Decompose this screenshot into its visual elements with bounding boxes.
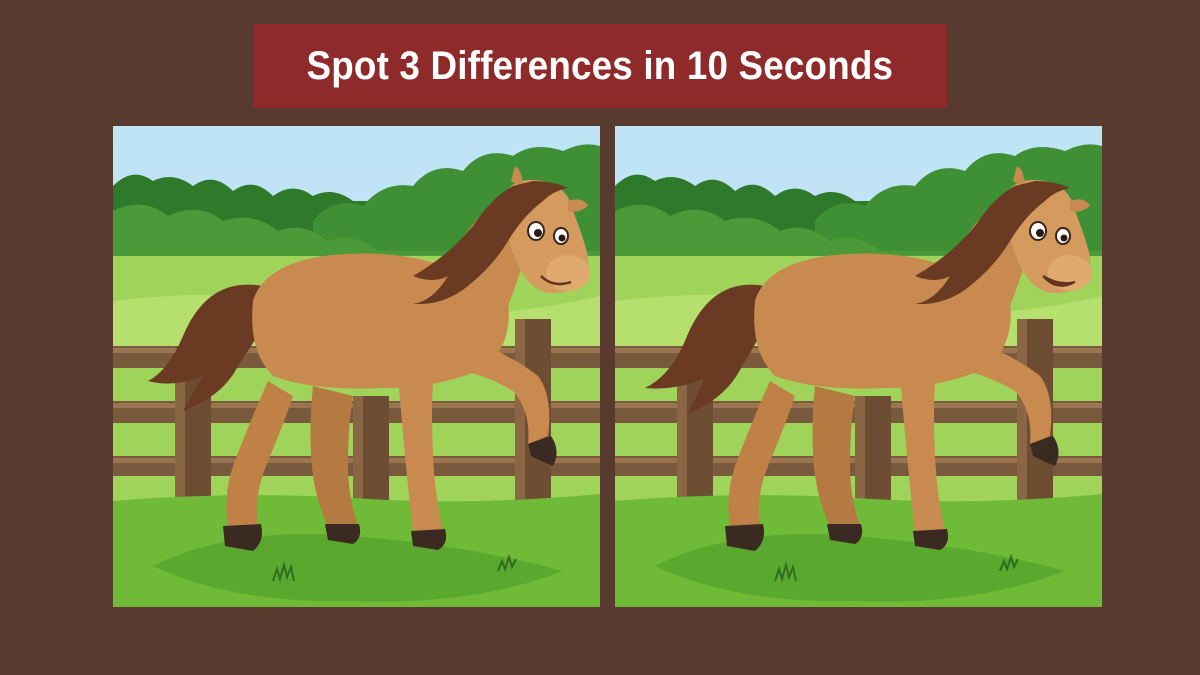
hoof-raised <box>528 436 557 466</box>
horse-tail <box>645 284 775 414</box>
hoof-1 <box>725 524 764 551</box>
left-puzzle-panel[interactable] <box>113 126 600 607</box>
horse-muzzle <box>546 255 590 291</box>
horse-ear-left <box>1013 166 1025 188</box>
right-puzzle-panel[interactable] <box>615 126 1102 607</box>
grass-tuft-2 <box>999 553 1019 572</box>
horse-ear-right <box>568 199 588 212</box>
horse-leg-front-standing <box>398 376 443 531</box>
hoof-2 <box>827 524 863 544</box>
horse-leg-back-left <box>226 381 293 526</box>
hoof-3 <box>411 529 447 550</box>
horse-leg-front-standing <box>900 376 945 531</box>
horse-mane <box>915 181 1070 305</box>
horse-leg-back-right <box>310 386 358 526</box>
horse-mouth <box>540 275 572 286</box>
horse-mane <box>413 181 568 305</box>
horse-leg-front-raised <box>965 341 1052 444</box>
page-title: Spot 3 Differences in 10 Seconds <box>306 43 894 88</box>
horse-mouth-open <box>1042 275 1076 287</box>
hoof-2 <box>325 524 361 544</box>
hoof-1 <box>223 524 262 551</box>
horse-ear-left <box>511 166 523 188</box>
left-scene <box>113 126 600 607</box>
right-scene <box>615 126 1102 607</box>
horse-ear-right <box>1070 199 1090 212</box>
hoof-3 <box>913 529 949 550</box>
ground-patch <box>153 534 563 602</box>
grass-tuft-1 <box>272 561 295 583</box>
horse-leg-front-raised <box>463 341 550 444</box>
horse-tail <box>148 284 273 411</box>
grass-tuft-1 <box>774 561 797 583</box>
title-banner: Spot 3 Differences in 10 Seconds <box>253 24 947 108</box>
horse-leg-back-right <box>812 386 860 526</box>
horse-leg-back-left <box>728 381 795 526</box>
ground-patch <box>655 534 1065 602</box>
grass-tuft-2 <box>497 553 517 572</box>
hoof-raised <box>1030 436 1059 466</box>
